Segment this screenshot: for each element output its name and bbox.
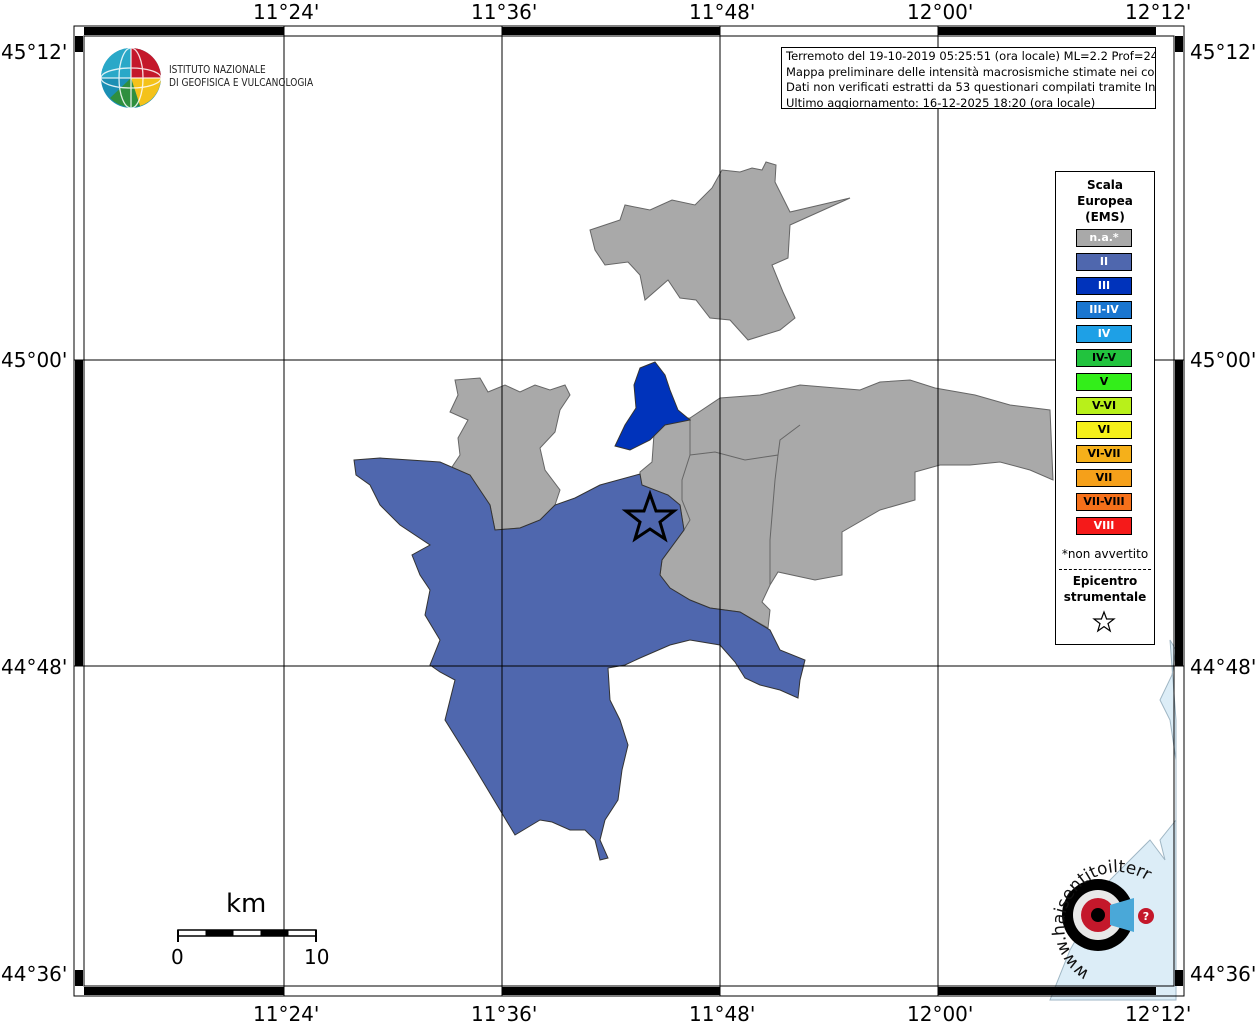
lat-label-right-1: 45°12' [1190,40,1257,64]
lon-label-bottom-4: 12°00' [907,1002,974,1026]
lat-label-left-3: 44°48' [1,655,68,679]
lat-label-right-3: 44°48' [1190,655,1257,679]
boundary-line-1 [681,418,801,585]
ingv-logo-icon [100,47,162,109]
event-info-line3: Dati non verificati estratti da 53 quest… [786,80,1156,94]
ingv-logo-line1: ISTITUTO NAZIONALE [169,63,266,76]
event-info-line2: Mappa preliminare delle intensità macros… [786,64,1156,79]
legend-item-3: III-IV [1076,301,1132,319]
intensity-legend: Scala Europea (EMS) n.a.* II III III-IV IV IV… [1055,171,1155,645]
legend-item-0: n.a.* [1076,229,1132,247]
event-info-line1: Terremoto del 19-10-2019 05:25:51 (ora l… [786,49,1156,63]
lat-label-right-4: 44°36' [1190,962,1257,986]
legend-epi-line2: strumentale [1063,590,1147,604]
scale-unit: km [226,889,267,919]
scale-end: 10 [304,945,330,969]
lat-label-left-1: 45°12' [1,40,68,64]
scale-start: 0 [171,945,184,969]
ingv-logo-text: ISTITUTO NAZIONALE DI GEOFISICA E VULCAN… [169,63,313,89]
legend-title: Scala Europea (EMS) [1056,177,1154,225]
municipality-na-west [449,377,571,531]
legend-epicenter-label: Epicentro strumentale [1056,573,1154,605]
scale-bar [177,929,317,942]
lon-label-bottom-5: 12°12' [1125,1002,1192,1026]
legend-star-icon [1092,610,1116,633]
event-info-line4: Ultimo aggiornamento: 16-12-2025 18:20 (… [786,95,1096,109]
legend-note: *non avvertito [1061,547,1149,561]
lat-label-left-2: 45°00' [1,348,68,372]
lat-label-left-4: 44°36' [1,962,68,986]
watermark-text: www.haisentitoilterremoto.it [0,0,1155,984]
haisentito-logo-icon[interactable]: ? [1062,879,1154,951]
legend-separator [1059,569,1151,570]
epicenter-star-icon[interactable] [621,489,679,543]
legend-item-5: IV-V [1076,349,1132,367]
svg-text:?: ? [1143,910,1149,923]
ingv-logo-line2: DI GEOFISICA E VULCANOLOGIA [169,76,314,89]
lon-label-top-1: 11°24' [253,0,320,24]
legend-item-9: VI-VII [1076,445,1132,463]
lon-label-bottom-3: 11°48' [689,1002,756,1026]
lon-label-top-4: 12°00' [907,0,974,24]
municipality-ii [353,457,806,861]
legend-title-line3: (EMS) [1085,210,1125,224]
legend-epi-line1: Epicentro [1072,574,1138,588]
graticule [74,26,1184,996]
legend-item-6: V [1076,373,1132,391]
lon-label-top-3: 11°48' [689,0,756,24]
municipality-iii [614,361,692,451]
lon-label-bottom-1: 11°24' [253,1002,320,1026]
legend-title-line1: Scala [1086,178,1124,192]
legend-item-2: III [1076,277,1132,295]
lon-label-bottom-2: 11°36' [471,1002,538,1026]
lat-label-right-2: 45°00' [1190,348,1257,372]
legend-item-8: VI [1076,421,1132,439]
legend-item-11: VII-VIII [1076,493,1132,511]
event-info-box: Terremoto del 19-10-2019 05:25:51 (ora l… [781,47,1156,109]
legend-item-7: V-VI [1076,397,1132,415]
map-frame [73,25,1185,997]
legend-title-line2: Europea [1077,194,1133,208]
lon-label-top-2: 11°36' [471,0,538,24]
legend-item-4: IV [1076,325,1132,343]
legend-item-12: VIII [1076,517,1132,535]
lon-label-top-5: 12°12' [1125,0,1192,24]
legend-item-1: II [1076,253,1132,271]
municipality-na-east [639,379,1054,629]
legend-item-10: VII [1076,469,1132,487]
